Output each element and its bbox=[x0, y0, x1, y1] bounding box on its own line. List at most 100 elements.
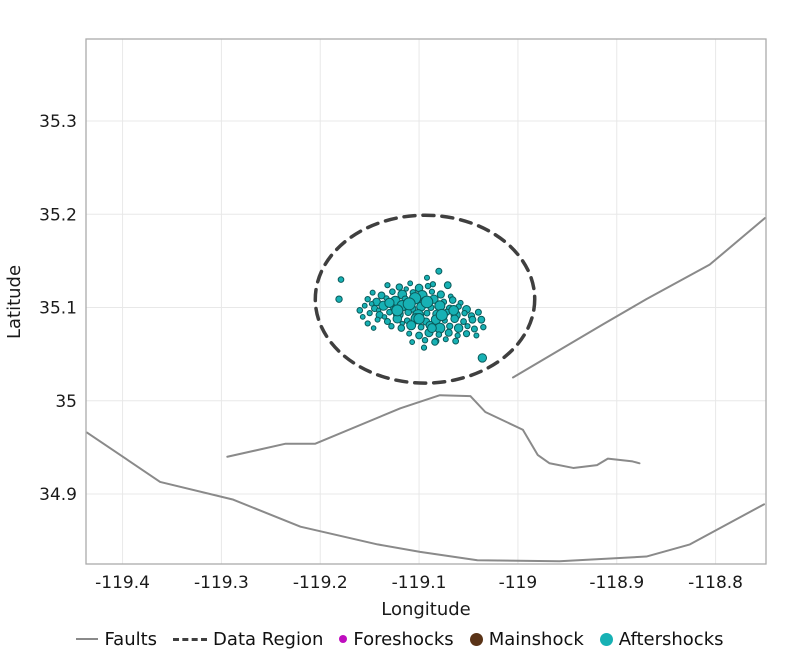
legend-item-mainshock: Mainshock bbox=[469, 628, 584, 650]
aftershock-point bbox=[384, 297, 395, 308]
aftershock-point bbox=[435, 308, 448, 322]
aftershock-point bbox=[480, 323, 487, 331]
aftershock-point bbox=[359, 313, 366, 320]
legend-label-mainshock: Mainshock bbox=[488, 628, 584, 650]
aftershock-point bbox=[420, 344, 428, 351]
aftershock-point bbox=[337, 276, 345, 283]
data-region-dash-swatch bbox=[173, 637, 208, 641]
legend-label-aftershocks: Aftershocks bbox=[618, 628, 724, 650]
aftershock-point bbox=[366, 310, 373, 317]
aftershock-point bbox=[454, 332, 461, 339]
legend-label-data-region: Data Region bbox=[213, 628, 324, 650]
aftershocks-marker-swatch bbox=[599, 632, 613, 646]
aftershock-point bbox=[361, 302, 368, 309]
aftershock-point bbox=[364, 295, 371, 303]
fault-line bbox=[226, 394, 641, 469]
aftershock-point bbox=[370, 325, 377, 331]
aftershock-point bbox=[462, 330, 471, 338]
aftershock-point bbox=[374, 316, 381, 323]
x-axis-label: Longitude bbox=[381, 599, 471, 620]
x-tick-label: -119.1 bbox=[392, 573, 447, 593]
aftershock-point bbox=[446, 322, 454, 330]
aftershock-point bbox=[448, 296, 457, 304]
aftershock-point bbox=[461, 309, 468, 317]
aftershock-point bbox=[402, 297, 416, 311]
aftershock-point bbox=[443, 281, 452, 290]
aftershock-point bbox=[427, 323, 437, 333]
series-faults bbox=[85, 217, 767, 563]
aftershock-point bbox=[415, 331, 423, 340]
x-tick-label: -119 bbox=[499, 573, 538, 593]
x-tick-label: -118.8 bbox=[688, 573, 743, 593]
aftershock-point bbox=[383, 318, 391, 326]
legend: Faults Data Region Foreshocks Mainshock Afte… bbox=[0, 626, 800, 652]
aftershock-point bbox=[448, 305, 459, 316]
aftershock-point bbox=[477, 315, 486, 324]
aftershock-point bbox=[424, 282, 432, 290]
aftershock-point bbox=[470, 325, 478, 333]
aftershock-point bbox=[421, 336, 429, 344]
legend-label-faults: Faults bbox=[104, 628, 158, 650]
aftershock-point bbox=[369, 289, 376, 296]
aftershock-point bbox=[413, 313, 425, 325]
aftershock-point bbox=[431, 338, 439, 346]
y-tick-label: 35.1 bbox=[39, 299, 77, 319]
y-tick-label: 35 bbox=[55, 392, 77, 412]
aftershock-point bbox=[452, 337, 460, 345]
aftershock-point bbox=[368, 301, 375, 307]
x-tick-label: -119.3 bbox=[194, 573, 249, 593]
aftershock-point bbox=[409, 339, 416, 345]
aftershock-point bbox=[435, 331, 443, 338]
x-tick-label: -119.2 bbox=[293, 573, 348, 593]
legend-item-data-region: Data Region bbox=[173, 629, 323, 650]
aftershock-point bbox=[397, 324, 406, 332]
plot-frame bbox=[85, 38, 767, 565]
aftershock-point bbox=[395, 283, 404, 291]
y-tick-label: 35.2 bbox=[39, 205, 77, 225]
aftershock-point bbox=[444, 328, 453, 337]
aftershock-point bbox=[388, 323, 395, 330]
aftershock-point bbox=[474, 308, 482, 316]
aftershock-point bbox=[377, 291, 386, 300]
data-region-ellipse bbox=[313, 213, 537, 385]
x-tick-label: -119.4 bbox=[95, 573, 150, 593]
aftershock-point bbox=[460, 318, 467, 325]
tick-labels: -119.4 -119.3 -119.2 -119.1 -119 -118.9 -118.8… bbox=[39, 112, 743, 593]
fault-line bbox=[511, 217, 767, 379]
aftershock-point bbox=[428, 288, 436, 295]
legend-item-foreshocks: Foreshocks bbox=[339, 628, 454, 650]
series-data-region bbox=[313, 213, 537, 385]
aftershock-point bbox=[468, 315, 477, 324]
y-tick-label: 35.3 bbox=[39, 112, 77, 132]
aftershock-point bbox=[477, 353, 488, 363]
foreshocks-marker-swatch bbox=[339, 635, 348, 643]
aftershock-point bbox=[423, 309, 431, 317]
aftershock-point bbox=[423, 274, 430, 281]
aftershock-point bbox=[356, 307, 364, 314]
aftershock-point bbox=[406, 330, 413, 337]
legend-label-foreshocks: Foreshocks bbox=[353, 628, 454, 650]
aftershock-point bbox=[464, 323, 471, 330]
legend-item-faults: Faults bbox=[76, 629, 157, 650]
series-aftershocks bbox=[335, 267, 488, 363]
aftershock-point bbox=[381, 314, 388, 320]
aftershock-point bbox=[436, 290, 445, 299]
aftershock-point bbox=[407, 280, 414, 287]
aftershock-point bbox=[391, 304, 404, 317]
aftershock-point bbox=[417, 323, 425, 331]
aftershock-point bbox=[389, 288, 396, 296]
aftershock-point bbox=[473, 332, 480, 339]
fault-line bbox=[85, 431, 766, 563]
aftershock-point bbox=[450, 314, 459, 324]
y-axis-label: Latitude bbox=[4, 265, 25, 339]
aftershock-point bbox=[364, 320, 371, 327]
faults-line-swatch bbox=[76, 638, 99, 640]
aftershock-point bbox=[435, 267, 443, 275]
aftershock-point bbox=[335, 295, 343, 303]
y-tick-label: 34.9 bbox=[39, 485, 77, 505]
aftershock-point bbox=[384, 282, 391, 289]
mainshock-marker-swatch bbox=[469, 632, 483, 646]
legend-item-aftershocks: Aftershocks bbox=[599, 628, 724, 650]
